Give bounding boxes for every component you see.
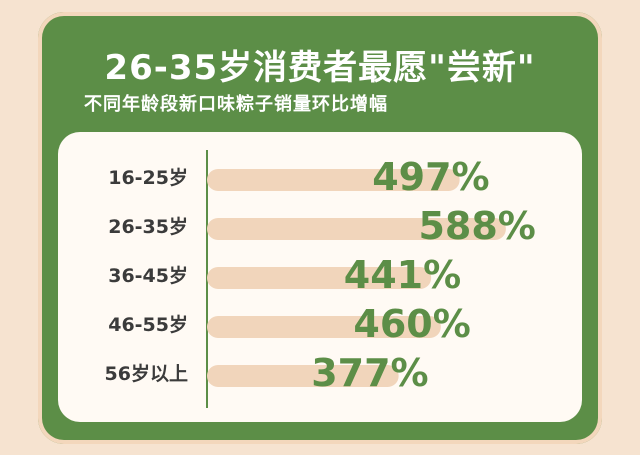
- category-label: 56岁以上: [105, 362, 188, 385]
- category-label: 36-45岁: [108, 264, 188, 287]
- category-label: 26-35岁: [108, 215, 188, 238]
- chart-subtitle: 不同年龄段新口味粽子销量环比增幅: [84, 94, 388, 115]
- chart-title: 26-35岁消费者最愿"尝新": [104, 48, 536, 88]
- bar: [207, 365, 399, 387]
- value-label: 460%: [353, 302, 470, 346]
- bar: [207, 169, 460, 191]
- corner-notch: [29, 435, 47, 453]
- corner-notch: [593, 3, 611, 21]
- value-label: 588%: [418, 204, 535, 248]
- bar: [207, 316, 441, 338]
- value-label: 441%: [344, 253, 461, 297]
- corner-notch: [29, 3, 47, 21]
- value-label: 497%: [372, 155, 489, 199]
- value-label: 377%: [311, 351, 428, 395]
- bar: [207, 218, 506, 240]
- category-label: 46-55岁: [108, 313, 188, 336]
- corner-notch: [593, 435, 611, 453]
- bar: [207, 267, 432, 289]
- category-label: 16-25岁: [108, 166, 188, 189]
